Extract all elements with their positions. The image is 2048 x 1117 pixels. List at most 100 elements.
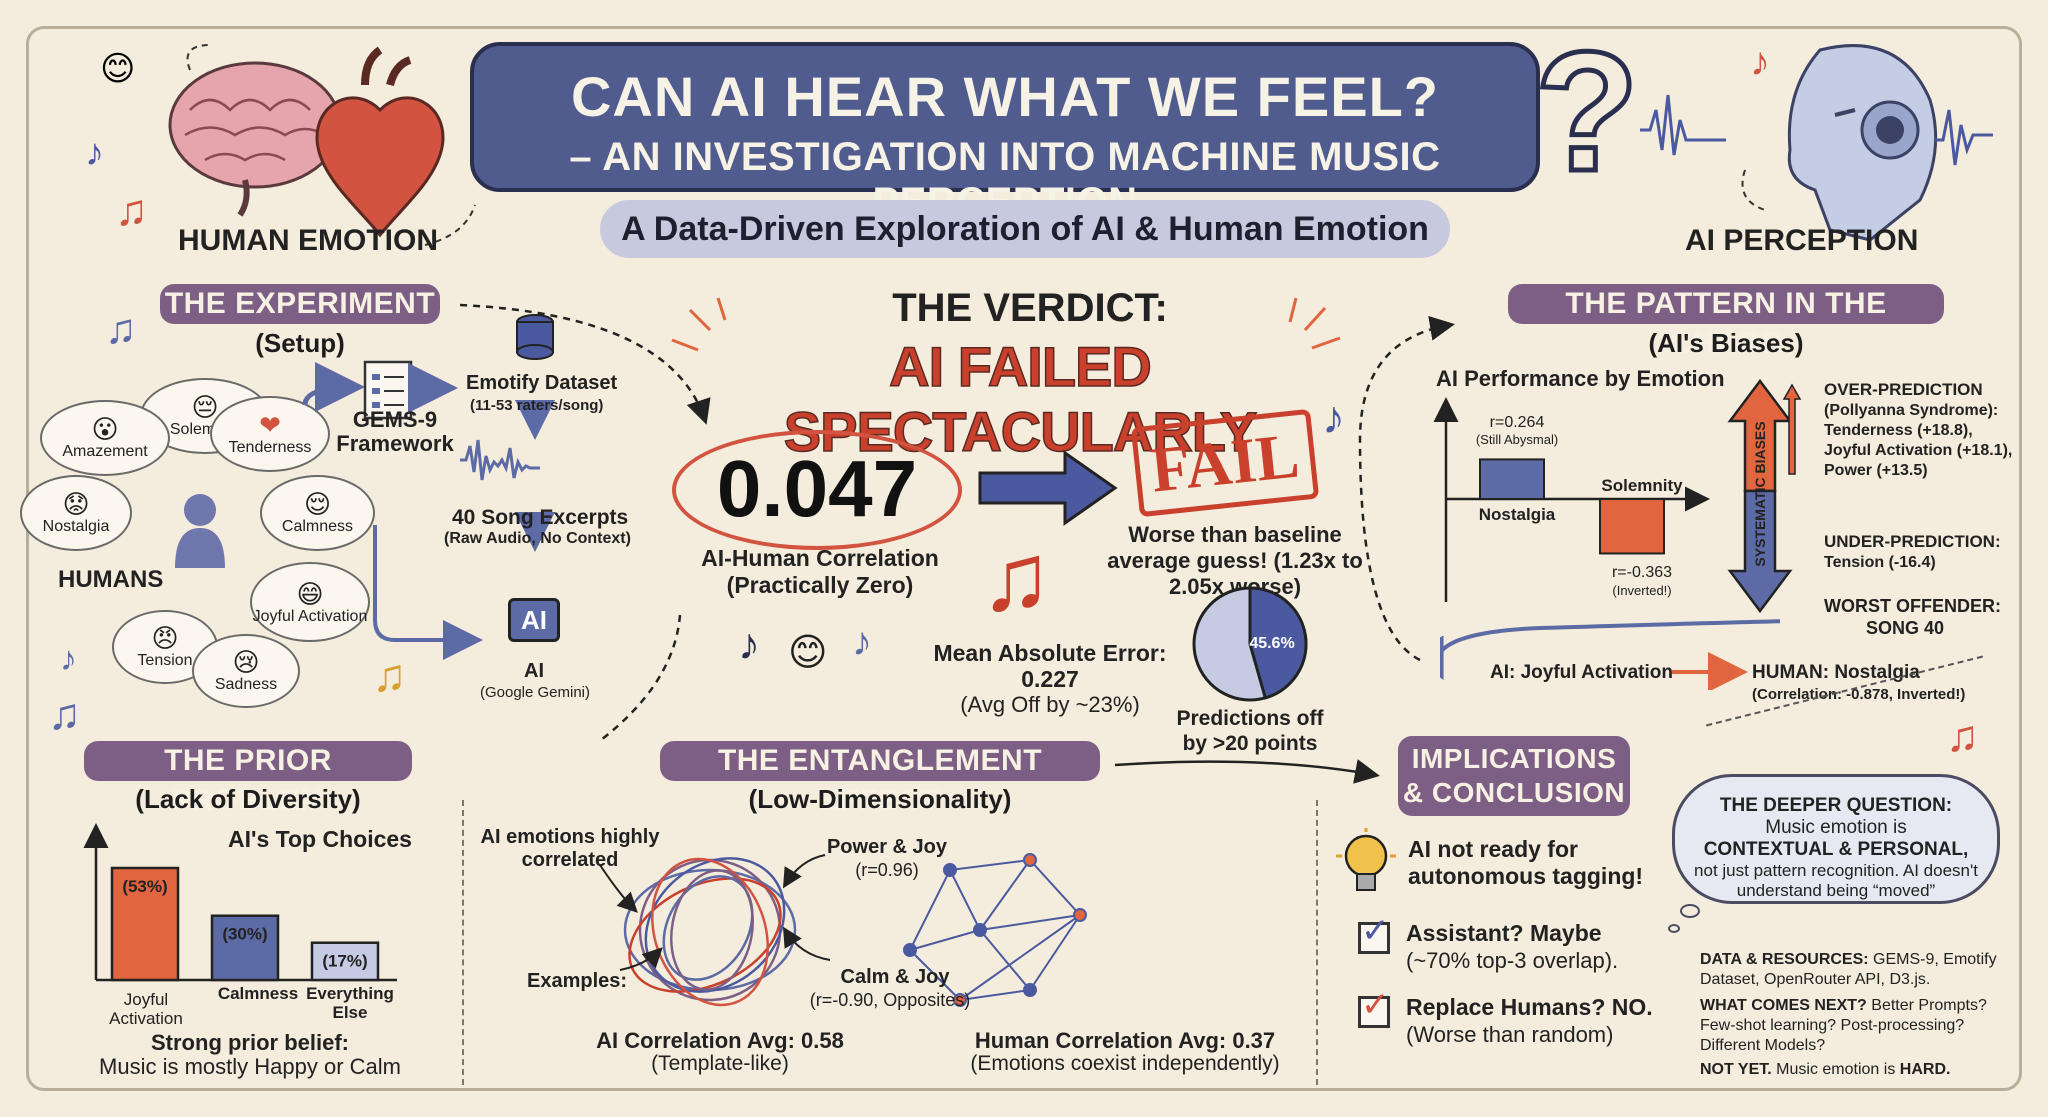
power-joy-label: Power & Joy — [826, 836, 948, 858]
under-prediction-text: Tension (-16.4) — [1824, 554, 1936, 571]
music-notes-icon: ♫ — [48, 690, 81, 739]
correlation-note: (Practically Zero) — [726, 572, 914, 598]
over-prediction-list: (Pollyanna Syndrome): Tenderness (+18.8)… — [1824, 402, 2013, 479]
emotify-dataset-label: Emotify Dataset — [466, 372, 618, 394]
ai-label: AI — [524, 660, 544, 682]
worst-ai-label: AI: Joyful Activation — [1490, 662, 1673, 683]
smile-icon: 😊 — [788, 632, 828, 674]
worst-offender-title: WORST OFFENDER: — [1824, 596, 2001, 616]
human-emotion-label: HUMAN EMOTION — [178, 224, 438, 257]
robot-head-icon — [1787, 44, 1938, 242]
checkmark-icon: ✓ — [1361, 912, 1390, 950]
database-icon — [516, 314, 554, 360]
smile-icon: 😊 — [100, 50, 135, 88]
resources-block: DATA & RESOURCES: GEMS-9, Emotify Datase… — [1700, 951, 1997, 1078]
pie-off-slice — [1248, 586, 1308, 700]
music-notes-icon: ♫ — [1946, 712, 1979, 761]
power-joy-r: (r=0.96) — [855, 860, 919, 880]
brain-icon — [168, 61, 342, 217]
gems-framework-label: GEMS-9 Framework — [336, 407, 454, 456]
mae-note: (Avg Off by ~23%) — [960, 692, 1140, 717]
bias-double-arrow — [1727, 378, 1793, 614]
human-correlation-note: (Emotions coexist independently) — [970, 1052, 1280, 1075]
implication-assistant-note: (~70% top-3 overlap). — [1406, 948, 1619, 973]
brain-heart-illustration: 😊 ♪ ♫ — [85, 44, 476, 246]
ai-correlated-label: AI emotions highly correlated — [480, 826, 660, 871]
error-pie-chart: 45.6% — [1192, 586, 1308, 702]
pie-caption: Predictions off by >20 points — [1176, 707, 1324, 755]
music-note-icon: ♪ — [738, 620, 760, 669]
prior-summary-title: Strong prior belief: — [151, 1030, 349, 1055]
emotion-bubble-tenderness: ❤ Tenderness — [210, 396, 330, 472]
solemnity-value-label: r=-0.363 — [1611, 564, 1673, 581]
prior-bar-value-2: (17%) — [322, 952, 367, 971]
joy-face-icon: 😄 — [296, 578, 324, 609]
worst-correlation-note: (Correlation: -0.878, Inverted!) — [1752, 686, 1966, 703]
mae-value: 0.227 — [1021, 666, 1079, 692]
person-silhouette-icon — [170, 490, 230, 570]
worried-face-icon: 😟 — [62, 489, 90, 519]
entanglement-subheader: (Low-Dimensionality) — [748, 784, 1012, 814]
prior-summary-text: Music is mostly Happy or Calm — [99, 1054, 401, 1079]
waveform-right-icon — [1935, 109, 1993, 166]
experiment-subheader: (Setup) — [255, 328, 345, 358]
nostalgia-value-label: r=0.264 — [1489, 414, 1545, 431]
calm-face-icon: 😌 — [303, 489, 332, 519]
implication-replace: Replace Humans? NO. — [1406, 994, 1653, 1020]
experiment-flow — [302, 314, 555, 660]
prior-bar-1 — [210, 914, 280, 982]
entanglement-diagrams — [599, 853, 1087, 1007]
big-arrow-icon — [978, 450, 1118, 526]
ai-perception-label: AI PERCEPTION — [1685, 224, 1919, 257]
under-prediction-title: UNDER-PREDICTION: — [1824, 532, 2001, 551]
ai-chip-icon: AI — [508, 598, 560, 642]
sad-face-icon: 😔 — [191, 392, 219, 422]
music-notes-icon: ♫ — [372, 649, 407, 701]
correlation-value: 0.047 — [716, 444, 918, 533]
waveform-left-icon — [1640, 94, 1726, 156]
emotion-performance-chart — [1433, 397, 1710, 602]
emotion-bubble-sadness: 😢 Sadness — [192, 634, 300, 708]
ai-model-note: (Google Gemini) — [479, 684, 591, 701]
entanglement-to-implications-arrow — [1114, 759, 1380, 784]
systematic-biases-label: SYSTEMATIC BIASES — [1752, 421, 1768, 567]
mae-label: Mean Absolute Error: — [933, 640, 1167, 666]
crying-face-icon: 😢 — [232, 647, 260, 677]
music-note-icon: ♪ — [1322, 391, 1345, 443]
surprised-face-icon: 😮 — [91, 414, 119, 444]
calm-joy-r: (r=-0.90, Opposites) — [809, 990, 971, 1010]
heart-icon: ❤ — [259, 410, 281, 440]
heart-icon — [315, 46, 445, 238]
ai-correlation-avg: AI Correlation Avg: 0.58 — [596, 1028, 844, 1053]
prior-bar-0 — [110, 866, 180, 982]
solemnity-note: (Inverted!) — [1612, 583, 1672, 598]
big-music-notes-icon: ♫ — [980, 524, 1052, 631]
verdict-connectors — [459, 297, 1455, 740]
pattern-chart-title: AI Performance by Emotion — [1436, 366, 1725, 391]
pattern-header: THE PATTERN IN THE CHAOS — [1508, 284, 1944, 360]
nostalgia-bar-label: Nostalgia — [1478, 505, 1556, 524]
angry-face-icon: 😠 — [151, 623, 179, 653]
implication-replace-note: (Worse than random) — [1406, 1022, 1614, 1047]
music-note-icon: ♪ — [852, 620, 872, 664]
title-banner: CAN AI HEAR WHAT WE FEEL? – AN INVESTIGA… — [470, 42, 1540, 224]
prior-category-calmness: Calmness — [217, 984, 299, 1003]
bar-solemnity — [1599, 498, 1665, 555]
tagline: A Data-Driven Exploration of AI & Human … — [600, 200, 1450, 258]
music-note-icon: ♪ — [60, 640, 77, 678]
song-excerpts-note: (Raw Audio, No Context) — [444, 530, 631, 547]
checkmark-icon: ✓ — [1361, 986, 1390, 1024]
prior-bar-2 — [310, 941, 380, 982]
checkbox-replace: ✓ — [1358, 986, 1390, 1028]
emotion-bubble-tension: 😠 Tension — [112, 610, 218, 684]
entanglement-header: THE ENTANGLEMENT EFFECT — [660, 741, 1100, 817]
emotion-bubble-calmness: 😌 Calmness — [260, 475, 375, 551]
prior-chart-title: AI's Top Choices — [228, 826, 412, 852]
implication-not-ready: AI not ready for autonomous tagging! — [1408, 836, 1644, 889]
emotion-bubble-joyful-activation: 😄 Joyful Activation — [250, 562, 370, 642]
worst-offender-song: SONG 40 — [1866, 618, 1945, 638]
main-title: CAN AI HEAR WHAT WE FEEL? — [570, 65, 1440, 128]
humans-label: HUMANS — [58, 566, 164, 593]
worst-human-label: HUMAN: Nostalgia — [1752, 662, 1920, 683]
calm-joy-label: Calm & Joy — [840, 966, 950, 988]
